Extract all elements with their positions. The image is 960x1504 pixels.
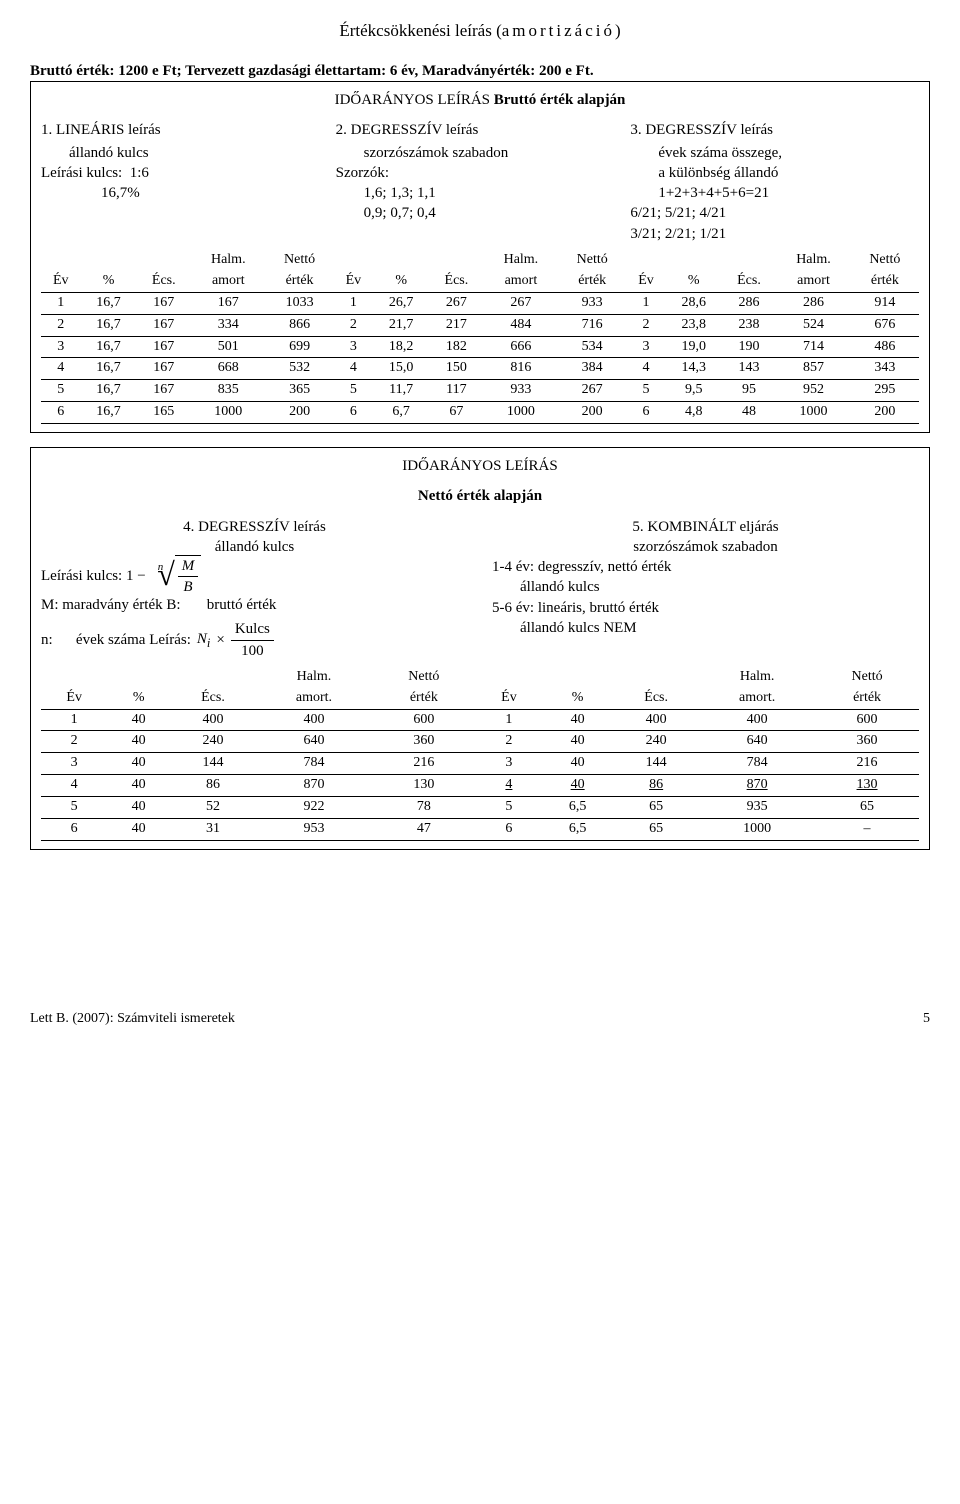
box1-heading: IDŐARÁNYOS LEÍRÁS Bruttó érték alapján [41, 90, 919, 110]
box2-methods-row: 4. DEGRESSZÍV leírás állandó kulcs Leírá… [41, 517, 919, 661]
method-5: 5. KOMBINÁLT eljárás szorzószámok szabad… [492, 517, 919, 661]
m5-l4: 5-6 év: lineáris, bruttó érték [492, 598, 919, 618]
table-2: Halm. Nettó Halm. Nettó Év % Écs. amort.… [41, 667, 919, 841]
m3-l3: 1+2+3+4+5+6=21 [658, 183, 919, 203]
method-4: 4. DEGRESSZÍV leírás állandó kulcs Leírá… [41, 517, 468, 661]
table-row: 340144784216340144784216 [41, 753, 919, 775]
m3-l5: 3/21; 2/21; 1/21 [630, 224, 919, 244]
m4-l1: állandó kulcs [41, 537, 468, 557]
m2-l3: 1,6; 1,3; 1,1 [364, 183, 625, 203]
method-1: 1. LINEÁRIS leírás állandó kulcs Leírási… [41, 120, 330, 244]
box2-h1: IDŐARÁNYOS LEÍRÁS [41, 456, 919, 476]
m2-l4: 0,9; 0,7; 0,4 [364, 203, 625, 223]
m4-head: 4. DEGRESSZÍV leírás [41, 517, 468, 537]
table-row: 4408687013044086870130 [41, 775, 919, 797]
table-row: 140400400600140400400600 [41, 709, 919, 731]
m5-l1: szorzószámok szabadon [492, 537, 919, 557]
m3-head: 3. DEGRESSZÍV leírás [630, 120, 919, 140]
table-row: 316,7167501699318,2182666534319,01907144… [41, 336, 919, 358]
m3-l1: évek száma összege, [658, 143, 919, 163]
box2-h2: Nettó érték alapján [41, 486, 919, 506]
m3-l4: 6/21; 5/21; 4/21 [630, 203, 919, 223]
table-1: Halm. Nettó Halm. Nettó Halm. Nettó Év %… [41, 250, 919, 424]
m2-l2: Szorzók: [336, 163, 625, 183]
method-3: 3. DEGRESSZÍV leírás évek száma összege,… [630, 120, 919, 244]
title-spaced: amortizáció [502, 21, 615, 40]
m1-l2: Leírási kulcs: 1:6 [41, 163, 330, 183]
m5-l5: állandó kulcs NEM [520, 618, 919, 638]
method-2: 2. DEGRESSZÍV leírás szorzószámok szabad… [336, 120, 625, 244]
box-netto: IDŐARÁNYOS LEÍRÁS Nettó érték alapján 4.… [30, 447, 930, 850]
page-title: Értékcsökkenési leírás (amortizáció) [30, 20, 930, 43]
footer-left: Lett B. (2007): Számviteli ismeretek [30, 1010, 235, 1029]
page-footer: Lett B. (2007): Számviteli ismeretek 5 [30, 1010, 930, 1029]
m1-l3: 16,7% [101, 183, 330, 203]
m4-nline: n: évek száma Leírás: Ni × Kulcs 100 [41, 619, 468, 661]
footer-right: 5 [923, 1010, 930, 1029]
table-row: 240240640360240240640360 [41, 731, 919, 753]
m5-head: 5. KOMBINÁLT eljárás [492, 517, 919, 537]
m1-head: 1. LINEÁRIS leírás [41, 120, 330, 140]
table-row: 416,7167668532415,0150816384414,31438573… [41, 358, 919, 380]
table-row: 540529227856,56593565 [41, 797, 919, 819]
m3-l2: a különbség állandó [658, 163, 919, 183]
title-close: ) [615, 21, 621, 40]
m2-l1: szorzószámok szabadon [364, 143, 625, 163]
m4-kulcs-formula: Leírási kulcs: 1 − n √ M B [41, 557, 468, 595]
table-row: 216,7167334866221,7217484716223,82385246… [41, 314, 919, 336]
table-row: 116,71671671033126,7267267933128,6286286… [41, 292, 919, 314]
m5-l3: állandó kulcs [520, 577, 919, 597]
box1-methods-row: 1. LINEÁRIS leírás állandó kulcs Leírási… [41, 120, 919, 244]
m4-mline: M: maradvány érték B: bruttó érték [41, 595, 468, 615]
table-row: 516,7167835365511,711793326759,595952295 [41, 380, 919, 402]
box-brutto: IDŐARÁNYOS LEÍRÁS Bruttó érték alapján 1… [30, 81, 930, 433]
sqrt-icon: n √ M B [152, 557, 202, 595]
m1-l1: állandó kulcs [69, 143, 330, 163]
intro-line: Bruttó érték: 1200 e Ft; Tervezett gazda… [30, 61, 930, 81]
table-row: 640319534766,5651000– [41, 819, 919, 841]
title-plain: Értékcsökkenési leírás ( [339, 21, 501, 40]
m2-head: 2. DEGRESSZÍV leírás [336, 120, 625, 140]
table-row: 616,7165100020066,767100020064,848100020… [41, 402, 919, 424]
m5-l2: 1-4 év: degresszív, nettó érték [492, 557, 919, 577]
